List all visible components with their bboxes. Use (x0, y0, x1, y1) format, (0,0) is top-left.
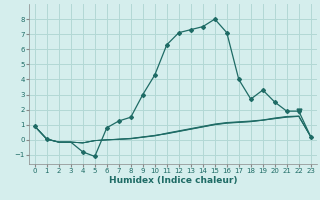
X-axis label: Humidex (Indice chaleur): Humidex (Indice chaleur) (108, 176, 237, 185)
